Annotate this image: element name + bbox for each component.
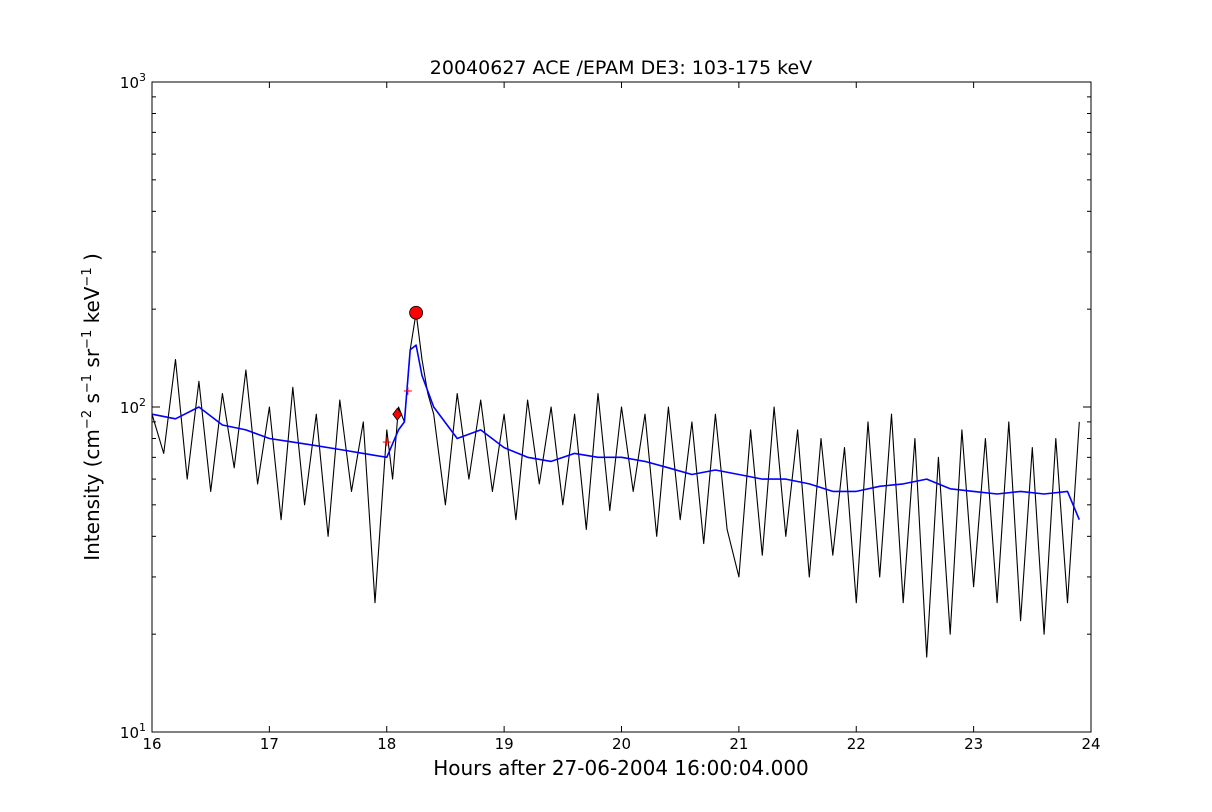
x-tick-label: 17: [260, 735, 279, 753]
y-tick-label: 101: [120, 721, 146, 742]
y-axis-label: Intensity (cm−2 s−1 sr−1 keV−1 ): [80, 253, 104, 561]
x-tick-label: 21: [729, 735, 748, 753]
series-line-raw: [151, 312, 1080, 658]
y-label-s: s: [80, 393, 104, 410]
x-axis-label: Hours after 27-06-2004 16:00:04.000: [433, 756, 809, 780]
marker-circle: [409, 305, 423, 320]
marker-layer: [382, 305, 423, 447]
x-tick-label: 23: [964, 735, 983, 753]
x-tick-label: 19: [495, 735, 514, 753]
y-label-s-exp: −1: [80, 374, 95, 393]
y-label-kev-exp: −1: [80, 267, 95, 286]
y-tick-label: 103: [120, 71, 146, 92]
x-tick-label: 24: [1081, 735, 1100, 753]
y-label-kev: keV: [80, 286, 104, 330]
x-tick-label: 16: [142, 735, 161, 753]
x-tick-label: 18: [377, 735, 396, 753]
marker-plus: [382, 438, 391, 447]
y-label-sr-exp: −1: [80, 330, 95, 349]
y-ticks: 101 102 103: [120, 71, 1091, 742]
chart-title: 20040627 ACE /EPAM DE3: 103-175 keV: [430, 57, 812, 79]
y-tick-label: 102: [120, 396, 146, 417]
y-label-cm-exp: −2: [80, 410, 95, 429]
y-label-sr: sr: [80, 348, 104, 374]
x-tick-label: 22: [847, 735, 866, 753]
marker-diamond: [392, 407, 403, 421]
series-layer: [151, 312, 1081, 658]
y-label-prefix: Intensity (cm: [80, 429, 104, 561]
x-tick-label: 20: [612, 735, 631, 753]
y-label-suffix: ): [80, 253, 104, 267]
series-line-smoothed: [151, 344, 1081, 521]
marker-plus: [403, 387, 412, 396]
x-ticks: 16 17 18 19 20 21 22 23 24: [142, 82, 1101, 753]
